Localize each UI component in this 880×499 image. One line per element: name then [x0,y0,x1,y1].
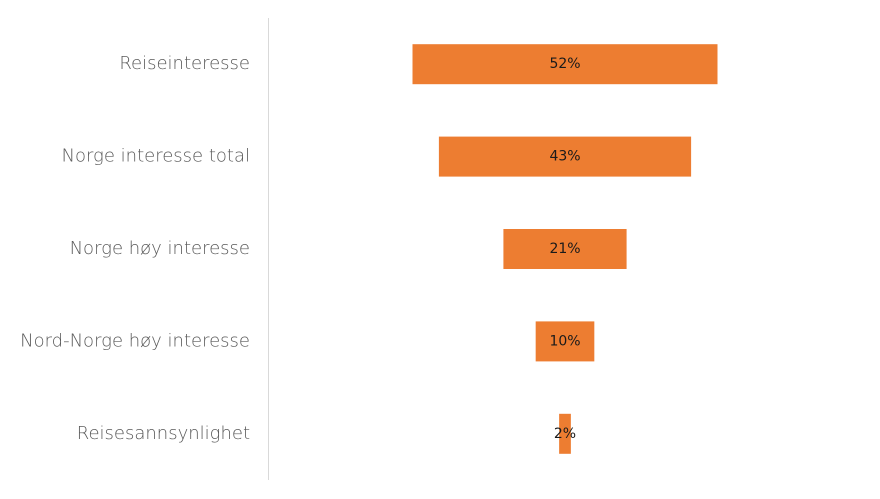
category-label: Reiseinteresse [119,53,250,74]
data-label: 10% [549,333,580,349]
data-label: 21% [549,241,580,257]
category-label: Nord-Norge høy interesse [20,330,250,351]
data-label: 2% [554,426,576,442]
bar [412,44,718,85]
data-label: 43% [549,149,580,165]
category-label: Norge høy interesse [70,238,250,259]
category-label: Norge interesse total [62,146,251,167]
bar [535,321,595,362]
data-label: 52% [549,56,580,72]
bar [503,229,627,269]
category-label: Reisesannsynlighet [77,423,250,444]
bar [559,413,571,454]
bar [438,136,692,177]
